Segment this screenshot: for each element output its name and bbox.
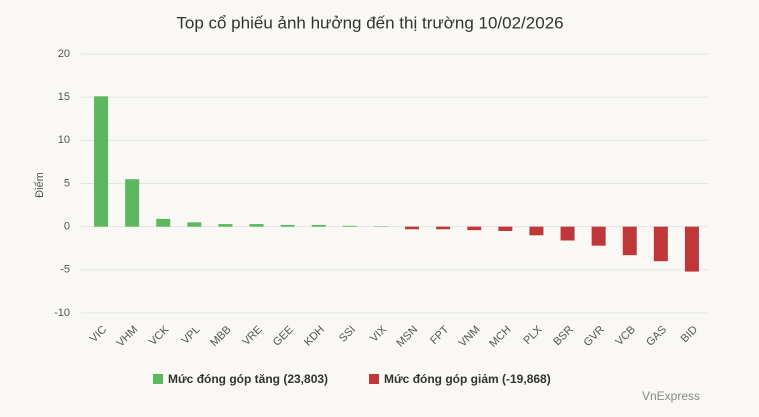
x-tick-label: VCK: [147, 323, 172, 348]
legend-label: Mức đóng góp giảm (-19,868): [384, 372, 551, 386]
bar: [467, 226, 482, 231]
x-tick-label: GAS: [644, 324, 669, 349]
x-tick-label: BID: [679, 324, 700, 345]
chart-title: Top cổ phiếu ảnh hưởng đến thị trường 10…: [176, 13, 563, 32]
y-axis-label: Điểm: [34, 172, 46, 198]
y-tick-label: 10: [58, 134, 70, 146]
y-tick-label: 5: [64, 177, 70, 189]
x-tick-label: MBB: [208, 324, 233, 349]
x-tick-label: VPL: [179, 324, 202, 347]
bar: [94, 96, 109, 227]
bar: [436, 226, 451, 230]
x-tick-label: MCH: [487, 324, 513, 350]
x-tick-label: VRE: [240, 324, 264, 348]
y-tick-label: -5: [60, 264, 70, 276]
x-tick-label: BSR: [551, 324, 576, 349]
bar: [311, 224, 326, 227]
bar: [125, 179, 140, 227]
bar: [405, 226, 420, 230]
bar: [187, 222, 202, 227]
x-tick-label: SSI: [337, 324, 358, 345]
bar: [529, 226, 544, 236]
bar: [498, 226, 513, 231]
bar: [249, 224, 264, 227]
bar: [156, 218, 171, 227]
bar: [653, 226, 668, 262]
bar: [622, 226, 637, 256]
x-tick-label: VIC: [88, 324, 109, 345]
x-tick-label: GVR: [581, 324, 606, 349]
y-tick-label: 0: [64, 221, 70, 233]
x-tick-label: VIX: [368, 323, 389, 344]
x-tick-label: PLX: [521, 323, 545, 347]
x-tick-label: VCB: [613, 324, 637, 348]
bar: [218, 224, 233, 227]
bar: [560, 226, 575, 241]
bar: [684, 226, 699, 272]
y-tick-label: 15: [58, 91, 70, 103]
x-tick-label: MSN: [394, 324, 420, 350]
x-tick-label: KDH: [302, 324, 327, 349]
legend-swatch: [369, 374, 379, 384]
legend-label: Mức đóng góp tăng (23,803): [168, 372, 328, 386]
x-tick-label: FPT: [428, 323, 451, 346]
x-tick-label: VHM: [115, 324, 141, 350]
y-tick-label: -10: [54, 307, 70, 319]
x-tick-label: GEE: [271, 324, 296, 349]
bar: [280, 224, 295, 227]
bar: [591, 226, 606, 246]
bar: [342, 225, 357, 227]
x-tick-label: VNM: [457, 324, 483, 350]
source: VnExpress: [642, 389, 700, 403]
legend-swatch: [153, 374, 163, 384]
y-tick-label: 20: [58, 48, 70, 60]
